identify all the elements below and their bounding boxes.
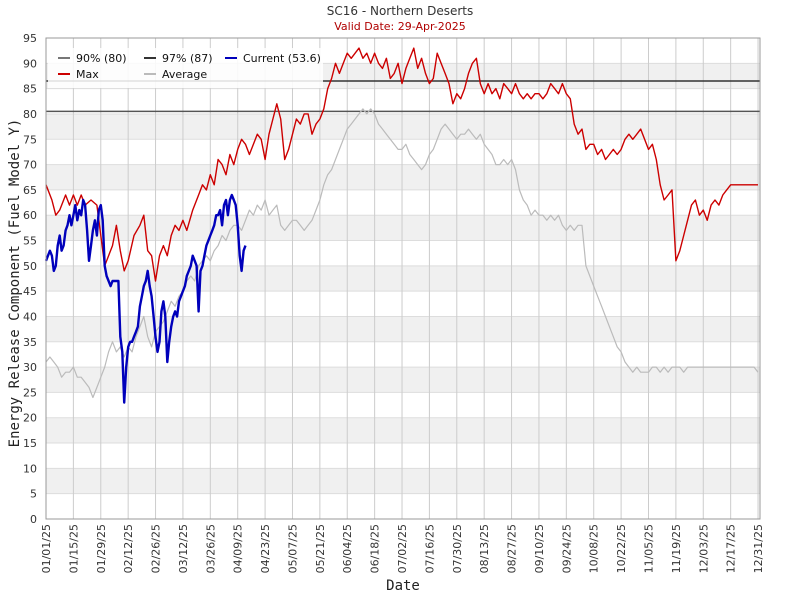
plot-band (46, 341, 760, 368)
x-tick-label: 05/07/25 (287, 524, 300, 573)
legend-label: 90% (80) (76, 52, 127, 65)
legend-label: 97% (87) (162, 52, 213, 65)
legend-label: Current (53.6) (243, 52, 321, 65)
y-tick-label: 30 (23, 361, 37, 374)
x-axis-ticks: 01/01/25 01/15/25 01/29/25 02/12/25 02/26/25… (40, 524, 765, 573)
x-tick-label: 03/26/25 (204, 524, 217, 573)
legend: 90% (80) 97% (87) Current (53.6) Max Average (48, 48, 323, 88)
plot-band (46, 367, 760, 393)
y-tick-label: 50 (23, 260, 37, 273)
legend-box (48, 48, 323, 88)
y-tick-label: 55 (23, 235, 37, 248)
x-tick-label: 08/13/25 (478, 524, 491, 573)
plot-band (46, 443, 760, 469)
y-tick-label: 5 (30, 488, 37, 501)
plot-band (46, 240, 760, 266)
plot-bands (46, 38, 760, 519)
plot-band (46, 88, 760, 114)
y-tick-label: 90 (23, 57, 37, 70)
x-tick-label: 04/09/25 (232, 524, 245, 573)
y-tick-label: 70 (23, 159, 37, 172)
x-tick-label: 09/10/25 (533, 524, 546, 573)
x-tick-label: 04/23/25 (259, 524, 272, 573)
y-axis-ticks: 0 5 10 15 20 25 30 35 40 45 50 55 60 65 70 75 80 85 90 95 (23, 32, 37, 526)
x-tick-label: 03/12/25 (177, 524, 190, 573)
chart-subtitle: Valid Date: 29-Apr-2025 (334, 20, 466, 33)
x-tick-label: 12/03/25 (697, 524, 710, 573)
x-tick-label: 12/31/25 (752, 524, 765, 573)
x-tick-label: 10/22/25 (615, 524, 628, 573)
x-tick-label: 06/04/25 (341, 524, 354, 573)
x-axis-label: Date (386, 578, 420, 594)
legend-label: Max (76, 68, 99, 81)
plot-band (46, 139, 760, 165)
plot-band (46, 468, 760, 494)
x-tick-label: 08/27/25 (506, 524, 519, 573)
x-tick-label: 01/29/25 (95, 524, 108, 573)
y-tick-label: 75 (23, 133, 37, 146)
y-tick-label: 80 (23, 108, 37, 121)
y-tick-label: 40 (23, 310, 37, 323)
x-tick-label: 01/15/25 (67, 524, 80, 573)
plot-band (46, 113, 760, 140)
x-tick-label: 05/21/25 (314, 524, 327, 573)
x-tick-label: 11/05/25 (643, 524, 656, 573)
y-tick-label: 65 (23, 184, 37, 197)
y-tick-label: 35 (23, 336, 37, 349)
x-tick-label: 07/02/25 (396, 524, 409, 573)
x-tick-label: 06/18/25 (369, 524, 382, 573)
y-tick-label: 20 (23, 412, 37, 425)
x-tick-label: 07/30/25 (451, 524, 464, 573)
y-tick-label: 85 (23, 83, 37, 96)
y-tick-label: 25 (23, 386, 37, 399)
y-tick-label: 10 (23, 462, 37, 475)
y-axis-label: Energy Release Component (Fuel Model Y) (7, 119, 23, 448)
plot-frame (45, 37, 761, 520)
plot-band (46, 215, 760, 241)
plot-band (46, 392, 760, 418)
series-line (44, 193, 247, 404)
x-tick-label: 11/19/25 (670, 524, 683, 573)
x-tick-label: 02/12/25 (122, 524, 135, 573)
x-tick-label: 02/26/25 (150, 524, 163, 573)
plot-band (46, 417, 760, 444)
x-tick-label: 01/01/25 (40, 524, 53, 573)
chart-title: SC16 - Northern Deserts (327, 4, 473, 18)
plot-band (46, 164, 760, 190)
y-tick-label: 60 (23, 209, 37, 222)
x-tick-label: 07/16/25 (423, 524, 436, 573)
series-lines (44, 47, 759, 404)
legend-label: Average (162, 68, 207, 81)
x-tick-label: 09/24/25 (560, 524, 573, 573)
y-tick-label: 15 (23, 437, 37, 450)
x-tick-label: 10/08/25 (588, 524, 601, 573)
plot-band (46, 265, 760, 292)
plot-band (46, 189, 760, 216)
series-line (45, 47, 758, 282)
x-tick-label: 12/17/25 (725, 524, 738, 573)
plot-band (46, 493, 760, 519)
y-tick-label: 0 (30, 513, 37, 526)
y-tick-label: 45 (23, 285, 37, 298)
y-tick-label: 95 (23, 32, 37, 45)
